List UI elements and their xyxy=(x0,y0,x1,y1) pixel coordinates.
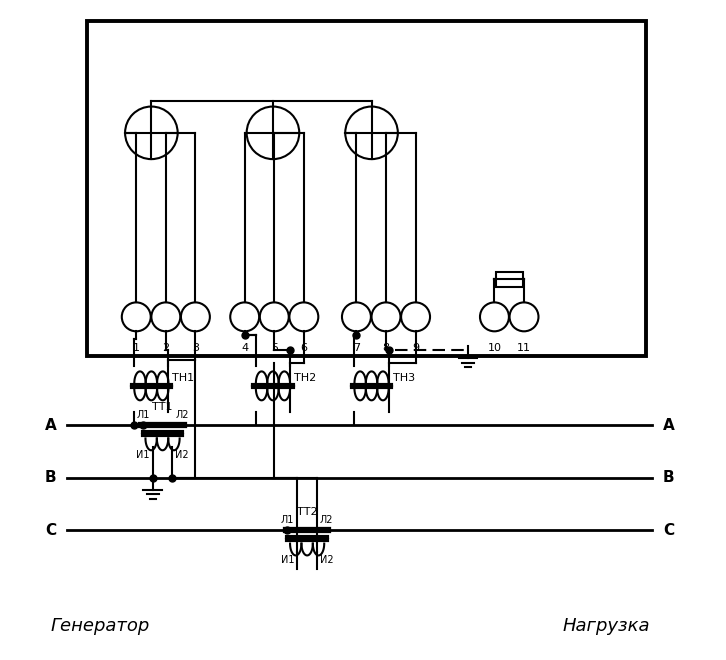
Text: ТН2: ТН2 xyxy=(294,373,317,383)
Text: 11: 11 xyxy=(517,343,531,353)
Text: ТН1: ТН1 xyxy=(172,373,195,383)
Text: И1: И1 xyxy=(281,556,294,566)
Text: 2: 2 xyxy=(163,343,169,353)
Text: A: A xyxy=(45,418,57,433)
Text: B: B xyxy=(45,471,57,485)
Text: 9: 9 xyxy=(412,343,419,353)
Text: C: C xyxy=(663,523,674,538)
Text: 5: 5 xyxy=(271,343,278,353)
Text: 7: 7 xyxy=(353,343,360,353)
Text: 3: 3 xyxy=(192,343,199,353)
Text: Генератор: Генератор xyxy=(51,616,150,635)
Text: Нагрузка: Нагрузка xyxy=(563,616,650,635)
Text: C: C xyxy=(45,523,57,538)
Text: 4: 4 xyxy=(241,343,248,353)
Text: Л2: Л2 xyxy=(320,515,334,525)
Text: B: B xyxy=(663,471,674,485)
Text: ТТ2: ТТ2 xyxy=(297,508,317,517)
Text: 1: 1 xyxy=(133,343,140,353)
Text: Л2: Л2 xyxy=(176,410,189,420)
Text: 10: 10 xyxy=(487,343,502,353)
Text: И2: И2 xyxy=(176,450,189,460)
Text: И2: И2 xyxy=(320,556,334,566)
Text: 6: 6 xyxy=(301,343,307,353)
Text: ТТ1: ТТ1 xyxy=(152,402,173,412)
Bar xyxy=(496,272,523,286)
Text: A: A xyxy=(663,418,674,433)
Text: ТН3: ТН3 xyxy=(393,373,415,383)
Text: Л1: Л1 xyxy=(136,410,150,420)
Text: Л1: Л1 xyxy=(281,515,294,525)
Text: 8: 8 xyxy=(383,343,390,353)
Text: И1: И1 xyxy=(136,450,150,460)
Bar xyxy=(87,21,645,356)
